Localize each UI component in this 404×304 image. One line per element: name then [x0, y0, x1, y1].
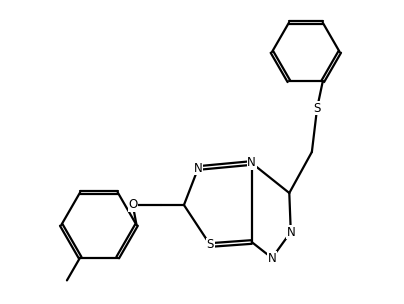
Text: N: N	[247, 157, 256, 170]
Text: O: O	[128, 199, 137, 212]
Text: S: S	[206, 239, 214, 251]
Text: N: N	[267, 251, 276, 264]
Text: S: S	[314, 102, 321, 115]
Text: N: N	[194, 161, 203, 174]
Text: N: N	[286, 226, 295, 239]
